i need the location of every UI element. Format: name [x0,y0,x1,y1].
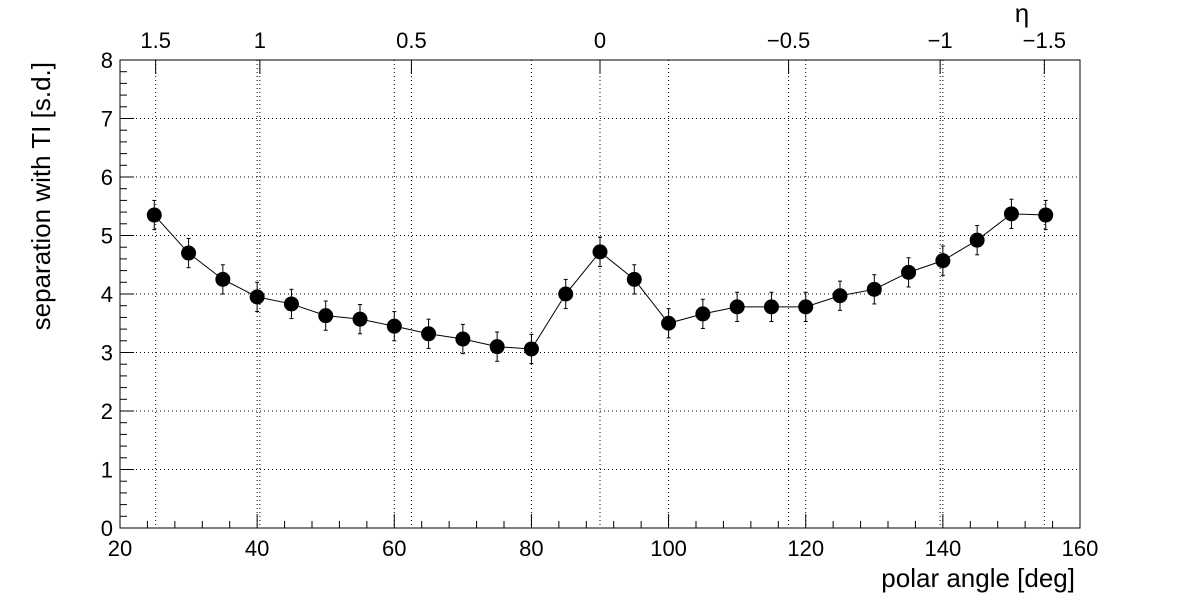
y-tick-label: 4 [101,282,113,307]
data-point [832,288,848,304]
data-point [661,315,677,331]
data-point [181,245,197,261]
top-tick-label: −0.5 [767,28,810,53]
data-point [489,339,505,355]
data-point [592,244,608,260]
tick-labels: 20 40 60 80 100 120 140 160 0 1 2 3 4 5 6 7 8 1.5 1 0.5 0 −0.… [101,28,1099,561]
y-tick-label: 2 [101,399,113,424]
data-point [695,306,711,322]
data-point [249,289,265,305]
data-point [421,326,437,342]
x-tick-label: 20 [108,536,132,561]
x-tick-label: 100 [650,536,687,561]
top-axis-title: η [1015,0,1029,28]
y-tick-label: 3 [101,341,113,366]
data-point [763,299,779,315]
axis-ticks [119,59,1081,529]
data-point [386,318,402,334]
x-tick-label: 140 [924,536,961,561]
y-axis-title: separation with TI [s.d.] [26,62,56,330]
x-axis-title: polar angle [deg] [881,563,1075,593]
data-point [729,299,745,315]
grid [120,60,1080,528]
data-point [523,341,539,357]
error-bars [152,198,1048,365]
data-point [1038,207,1054,223]
x-tick-label: 80 [519,536,543,561]
x-tick-label: 40 [245,536,269,561]
data-point [283,296,299,312]
y-tick-label: 0 [101,516,113,541]
top-tick-label: 0.5 [396,28,427,53]
data-point [866,281,882,297]
x-tick-label: 60 [382,536,406,561]
y-tick-label: 8 [101,48,113,73]
data-point [455,331,471,347]
data-point [1003,206,1019,222]
data-point [215,271,231,287]
data-point [901,264,917,280]
y-tick-label: 1 [101,458,113,483]
top-tick-label: 0 [594,28,606,53]
y-tick-label: 5 [101,224,113,249]
y-tick-label: 7 [101,107,113,132]
data-point [969,232,985,248]
data-point [318,308,334,324]
data-point [626,271,642,287]
data-point [935,253,951,269]
data-point [798,299,814,315]
top-tick-label: 1.5 [140,28,171,53]
top-tick-label: −1 [928,28,953,53]
data-point [146,207,162,223]
x-tick-label: 120 [787,536,824,561]
top-tick-label: −1.5 [1023,28,1066,53]
data-point [352,311,368,327]
y-tick-label: 6 [101,165,113,190]
data-point [558,286,574,302]
x-tick-label: 160 [1062,536,1099,561]
top-tick-label: 1 [254,28,266,53]
data-points [146,206,1054,357]
